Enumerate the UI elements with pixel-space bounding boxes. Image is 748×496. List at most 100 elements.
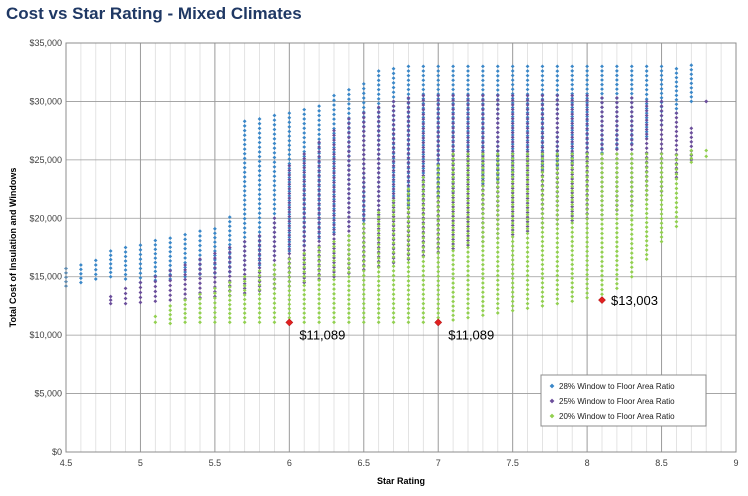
data-point: [451, 167, 456, 172]
data-point: [391, 122, 396, 127]
data-point: [585, 217, 590, 221]
data-point: [555, 297, 560, 301]
data-point: [495, 107, 500, 112]
data-point: [421, 208, 426, 213]
data-point: [287, 306, 292, 311]
data-point: [421, 240, 426, 245]
data-point: [555, 245, 560, 250]
data-point: [540, 131, 545, 136]
data-point: [466, 243, 470, 248]
data-point: [510, 290, 515, 295]
data-point: [198, 320, 202, 325]
data-point: [302, 220, 307, 225]
data-point: [510, 258, 515, 262]
data-point: [242, 179, 247, 184]
data-point: [406, 123, 411, 128]
data-point: [242, 239, 247, 244]
data-point: [183, 307, 188, 311]
data-point: [644, 129, 649, 134]
data-point: [600, 217, 604, 222]
data-point: [78, 267, 83, 272]
data-point: [242, 202, 247, 207]
data-point: [287, 244, 292, 249]
data-point: [168, 254, 173, 259]
data-point: [495, 116, 500, 121]
data-point: [376, 152, 381, 156]
data-point: [376, 194, 381, 198]
data-point: [257, 201, 262, 206]
data-point: [317, 140, 322, 145]
data-point: [600, 119, 604, 124]
data-point: [421, 203, 426, 208]
data-point: [361, 189, 366, 194]
data-point: [272, 216, 277, 221]
data-point: [287, 189, 292, 194]
data-point: [689, 63, 694, 68]
data-point: [540, 107, 545, 112]
data-point: [436, 116, 441, 121]
data-point: [332, 251, 336, 256]
data-point: [510, 232, 515, 237]
data-point: [242, 311, 247, 316]
data-point: [257, 178, 262, 183]
data-point: [555, 98, 560, 103]
data-point: [302, 161, 307, 166]
data-point: [391, 85, 396, 90]
data-point: [317, 315, 322, 320]
data-point: [644, 64, 649, 69]
data-point: [510, 116, 515, 121]
data-point: [629, 222, 634, 227]
data-point: [287, 223, 292, 228]
data-point: [272, 160, 277, 165]
data-point: [406, 302, 411, 306]
data-point: [510, 105, 515, 110]
data-point: [570, 165, 575, 170]
data-point: [302, 149, 307, 154]
data-point: [480, 304, 485, 308]
data-point: [570, 244, 575, 248]
data-point: [361, 250, 366, 255]
data-point: [555, 125, 560, 130]
data-point: [466, 311, 470, 315]
data-point: [227, 269, 232, 274]
data-point: [436, 219, 441, 223]
data-point: [406, 132, 411, 137]
data-point: [600, 73, 604, 78]
data-point: [123, 296, 128, 301]
data-point: [406, 155, 411, 160]
data-point: [510, 214, 515, 219]
data-point: [332, 142, 336, 147]
data-point: [644, 122, 649, 127]
data-point: [480, 225, 485, 230]
data-point: [391, 292, 396, 297]
data-point: [555, 107, 560, 112]
data-point: [123, 245, 128, 250]
data-point: [525, 177, 530, 182]
data-point: [466, 259, 470, 264]
data-point: [570, 294, 575, 299]
data-point: [629, 119, 634, 124]
data-point: [510, 121, 515, 126]
data-point: [421, 83, 426, 87]
data-point: [227, 285, 232, 289]
data-point: [451, 112, 456, 117]
data-point: [332, 145, 336, 150]
data-point: [317, 178, 322, 182]
x-tick-label: 4.5: [60, 458, 73, 468]
data-point: [391, 159, 396, 164]
data-point: [272, 230, 277, 235]
data-point: [376, 283, 381, 288]
data-point: [629, 204, 634, 208]
data-point: [555, 83, 560, 88]
data-point: [540, 140, 545, 145]
data-point: [302, 184, 307, 189]
data-point: [466, 82, 470, 87]
data-point: [346, 187, 351, 191]
data-point: [332, 220, 336, 225]
y-tick-label: $35,000: [29, 38, 62, 48]
data-point: [600, 133, 604, 138]
data-point: [123, 268, 128, 272]
data-point: [346, 219, 351, 224]
data-point: [406, 242, 411, 247]
data-point: [346, 92, 351, 97]
